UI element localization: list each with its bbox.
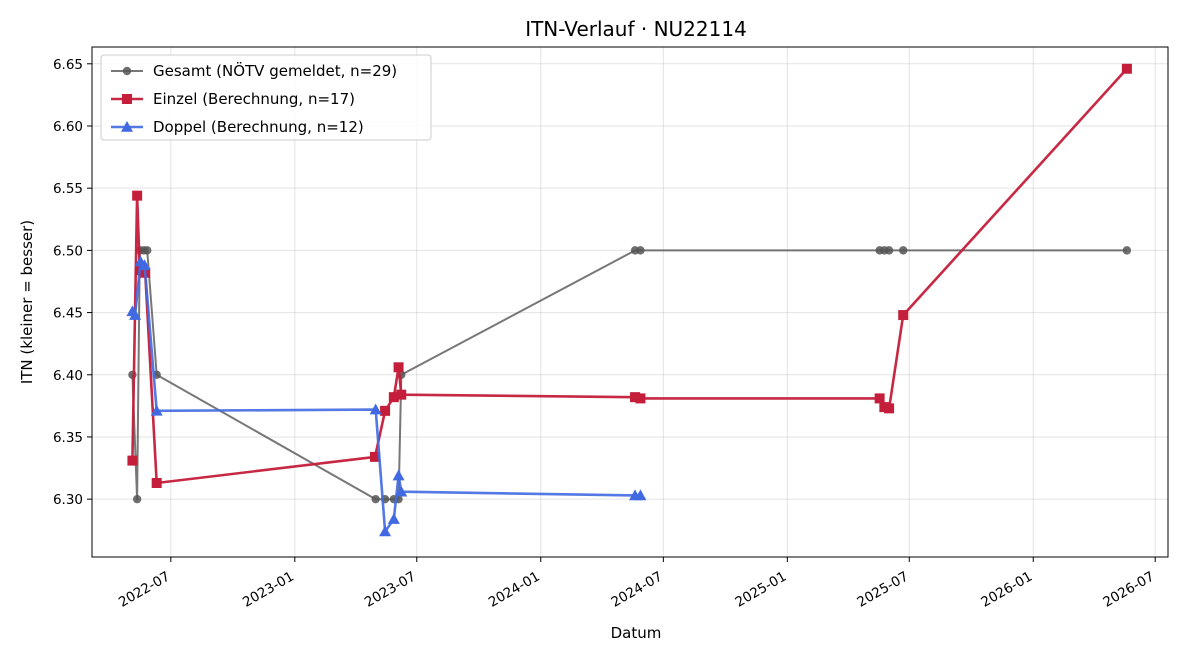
legend-item: Gesamt (NÖTV gemeldet, n=29) bbox=[111, 61, 397, 80]
legend: Gesamt (NÖTV gemeldet, n=29) Einzel (Bere… bbox=[100, 54, 432, 141]
series-layer bbox=[126, 63, 1132, 537]
y-tick-label: 6.35 bbox=[53, 430, 83, 446]
data-point bbox=[143, 246, 152, 255]
data-point bbox=[379, 525, 392, 537]
data-point bbox=[634, 489, 647, 501]
data-point bbox=[369, 451, 380, 462]
data-point bbox=[636, 246, 645, 255]
data-point bbox=[874, 393, 885, 404]
series-line bbox=[131, 260, 641, 533]
data-point bbox=[127, 455, 138, 466]
data-point bbox=[380, 405, 391, 416]
plot-frame bbox=[91, 46, 1169, 558]
legend-item: Einzel (Berechnung, n=17) bbox=[111, 90, 355, 108]
y-tick-label: 6.40 bbox=[53, 368, 83, 384]
chart-title: ITN-Verlauf · NU22114 bbox=[525, 17, 747, 41]
data-point bbox=[151, 477, 162, 488]
legend-label: Einzel (Berechnung, n=17) bbox=[153, 90, 355, 108]
legend-marker bbox=[121, 121, 133, 132]
data-point bbox=[138, 259, 151, 271]
y-tick-label: 6.45 bbox=[53, 306, 83, 322]
y-tick-label: 6.65 bbox=[53, 57, 83, 73]
data-point bbox=[132, 494, 142, 504]
y-tick-label: 6.55 bbox=[53, 181, 83, 197]
data-point bbox=[635, 393, 646, 404]
series-triangle bbox=[126, 255, 647, 537]
data-point bbox=[371, 494, 380, 504]
legend-marker bbox=[122, 66, 132, 76]
y-tick-label: 6.30 bbox=[53, 492, 83, 508]
legend-label: Doppel (Berechnung, n=12) bbox=[153, 118, 364, 136]
data-point bbox=[387, 513, 400, 524]
data-point bbox=[1122, 246, 1132, 255]
y-axis: 6.30 6.35 6.40 6.45 6.50 6.55 6.60 6.65 bbox=[53, 57, 92, 508]
data-point bbox=[899, 246, 908, 255]
data-point bbox=[1121, 63, 1132, 74]
data-point bbox=[388, 392, 399, 403]
data-point bbox=[392, 469, 405, 481]
data-point bbox=[395, 485, 408, 497]
data-point bbox=[369, 403, 382, 415]
data-point bbox=[150, 404, 163, 416]
data-point bbox=[396, 389, 407, 400]
series-square bbox=[127, 63, 1132, 488]
legend-label: Gesamt (NÖTV gemeldet, n=29) bbox=[153, 61, 397, 80]
x-axis-label: Datum bbox=[611, 624, 662, 642]
legend-box bbox=[100, 54, 432, 141]
data-point bbox=[898, 310, 909, 321]
y-tick-label: 6.60 bbox=[53, 119, 83, 135]
legend-item: Doppel (Berechnung, n=12) bbox=[111, 118, 364, 136]
data-point bbox=[132, 190, 143, 201]
data-point bbox=[129, 309, 142, 320]
data-point bbox=[630, 392, 641, 403]
y-axis-label: ITN (kleiner = besser) bbox=[18, 220, 36, 384]
data-point bbox=[884, 246, 894, 255]
data-point bbox=[128, 370, 137, 379]
data-point bbox=[884, 403, 895, 414]
legend-marker bbox=[122, 94, 132, 104]
y-tick-label: 6.50 bbox=[53, 243, 83, 259]
data-point bbox=[393, 362, 404, 373]
